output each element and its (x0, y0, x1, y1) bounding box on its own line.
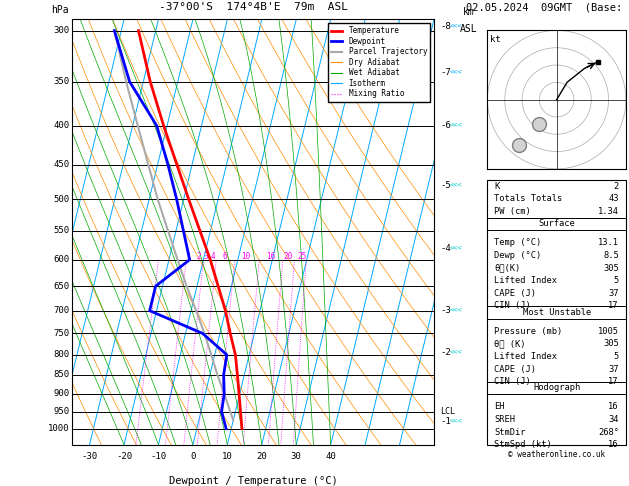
Text: 800: 800 (53, 350, 69, 359)
Text: 550: 550 (53, 226, 69, 236)
Text: 6: 6 (223, 252, 227, 261)
Text: StmSpd (kt): StmSpd (kt) (494, 440, 552, 449)
Text: 450: 450 (53, 160, 69, 169)
Text: 305: 305 (603, 339, 619, 348)
Text: CAPE (J): CAPE (J) (494, 364, 537, 374)
Text: 20: 20 (257, 452, 267, 461)
Text: Dewpoint / Temperature (°C): Dewpoint / Temperature (°C) (169, 476, 338, 486)
Text: 43: 43 (608, 194, 619, 203)
Text: -2: -2 (440, 348, 451, 357)
Text: 10: 10 (222, 452, 233, 461)
Text: 16: 16 (608, 402, 619, 411)
Text: 1.34: 1.34 (598, 207, 619, 216)
Text: ASL: ASL (460, 24, 477, 35)
Text: <<<: <<< (450, 308, 462, 313)
Text: 0: 0 (190, 452, 196, 461)
Text: θᴇ(K): θᴇ(K) (494, 263, 521, 273)
Text: 17: 17 (608, 377, 619, 386)
Text: Hodograph: Hodograph (533, 383, 581, 392)
Legend: Temperature, Dewpoint, Parcel Trajectory, Dry Adiabat, Wet Adiabat, Isotherm, Mi: Temperature, Dewpoint, Parcel Trajectory… (328, 23, 430, 102)
Text: θᴇ (K): θᴇ (K) (494, 339, 526, 348)
Text: <<<: <<< (450, 69, 462, 75)
Text: 2: 2 (197, 252, 201, 261)
Text: 600: 600 (53, 255, 69, 264)
Text: CIN (J): CIN (J) (494, 301, 531, 311)
Text: 400: 400 (53, 121, 69, 130)
Text: 5: 5 (614, 276, 619, 285)
Text: PW (cm): PW (cm) (494, 207, 531, 216)
Text: CAPE (J): CAPE (J) (494, 289, 537, 298)
Text: CIN (J): CIN (J) (494, 377, 531, 386)
Text: <<<: <<< (450, 245, 462, 252)
Text: kt: kt (490, 35, 501, 44)
Text: 17: 17 (608, 301, 619, 311)
Text: 5: 5 (614, 352, 619, 361)
Text: SREH: SREH (494, 415, 515, 424)
Text: 02.05.2024  09GMT  (Base: 00): 02.05.2024 09GMT (Base: 00) (466, 2, 629, 12)
Text: -30: -30 (82, 452, 97, 461)
Text: <<<: <<< (450, 123, 462, 129)
Text: 650: 650 (53, 282, 69, 291)
Text: -10: -10 (150, 452, 167, 461)
Text: 4: 4 (210, 252, 215, 261)
Text: 37: 37 (608, 289, 619, 298)
Text: 268°: 268° (598, 428, 619, 436)
Text: Temp (°C): Temp (°C) (494, 239, 542, 247)
Text: 1: 1 (186, 252, 191, 261)
Text: Lifted Index: Lifted Index (494, 276, 557, 285)
Text: Lifted Index: Lifted Index (494, 352, 557, 361)
Text: -4: -4 (440, 244, 451, 253)
Text: LCL: LCL (440, 407, 455, 417)
Text: 500: 500 (53, 195, 69, 204)
Text: 350: 350 (53, 77, 69, 86)
Text: km: km (463, 7, 474, 17)
Text: Dewp (°C): Dewp (°C) (494, 251, 542, 260)
Text: StmDir: StmDir (494, 428, 526, 436)
Text: 16: 16 (608, 440, 619, 449)
Text: 950: 950 (53, 407, 69, 416)
Text: K: K (494, 182, 499, 191)
Text: <<<: <<< (450, 23, 462, 29)
Text: 10: 10 (241, 252, 250, 261)
Text: 900: 900 (53, 389, 69, 398)
Text: © weatheronline.co.uk: © weatheronline.co.uk (508, 450, 605, 459)
Text: <<<: <<< (450, 419, 462, 425)
Text: -20: -20 (116, 452, 132, 461)
Text: -6: -6 (440, 121, 451, 130)
Text: 25: 25 (298, 252, 307, 261)
Text: Totals Totals: Totals Totals (494, 194, 563, 203)
Text: 3: 3 (203, 252, 208, 261)
Text: -37°00'S  174°4B'E  79m  ASL: -37°00'S 174°4B'E 79m ASL (159, 2, 348, 12)
Text: 300: 300 (53, 26, 69, 35)
Text: EH: EH (494, 402, 505, 411)
Text: 13.1: 13.1 (598, 239, 619, 247)
Text: 16: 16 (267, 252, 276, 261)
Text: -1: -1 (440, 417, 451, 426)
Text: 40: 40 (325, 452, 336, 461)
Text: Most Unstable: Most Unstable (523, 308, 591, 317)
Text: 30: 30 (291, 452, 301, 461)
Text: 37: 37 (608, 364, 619, 374)
Text: <<<: <<< (450, 350, 462, 356)
Text: 1005: 1005 (598, 327, 619, 336)
Text: 1000: 1000 (48, 424, 69, 433)
Text: 20: 20 (284, 252, 293, 261)
Text: hPa: hPa (52, 4, 69, 15)
Text: -8: -8 (440, 22, 451, 31)
Text: 750: 750 (53, 329, 69, 338)
Text: -7: -7 (440, 68, 451, 76)
Text: <<<: <<< (450, 183, 462, 189)
Text: -3: -3 (440, 306, 451, 315)
Text: -5: -5 (440, 181, 451, 191)
Text: 850: 850 (53, 370, 69, 380)
Text: 34: 34 (608, 415, 619, 424)
Text: Pressure (mb): Pressure (mb) (494, 327, 563, 336)
Text: 305: 305 (603, 263, 619, 273)
Text: 8.5: 8.5 (603, 251, 619, 260)
Text: 700: 700 (53, 306, 69, 315)
Text: 2: 2 (614, 182, 619, 191)
Text: Surface: Surface (538, 220, 575, 228)
